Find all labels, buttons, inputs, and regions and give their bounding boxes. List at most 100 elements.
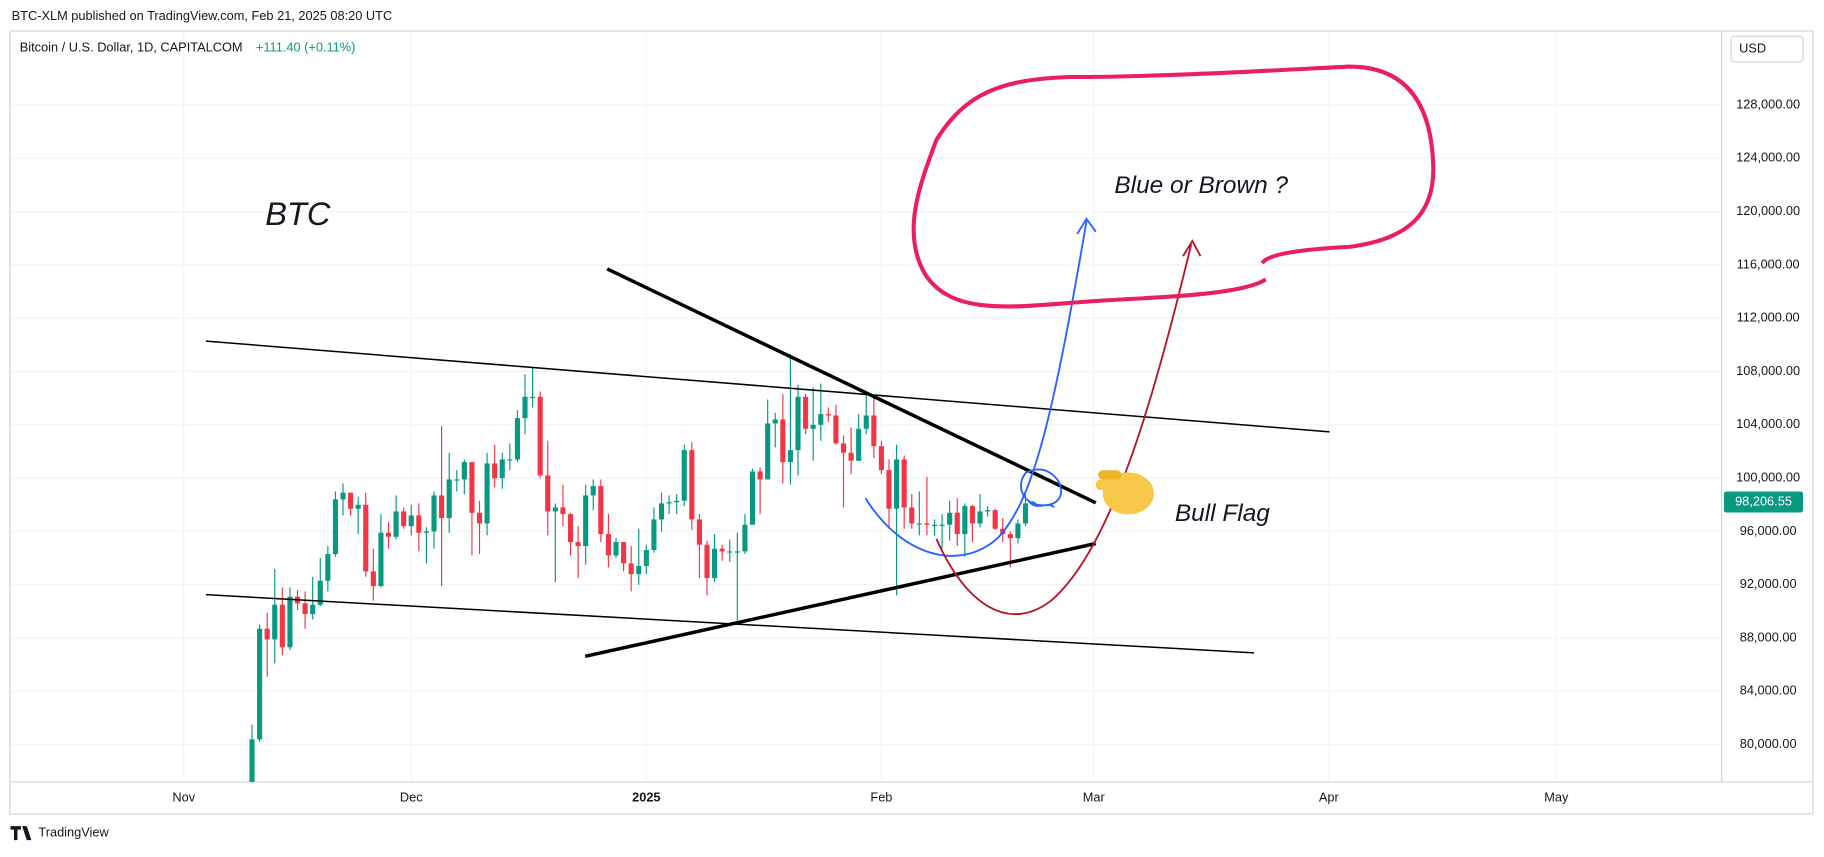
candle-body <box>909 507 915 524</box>
candle-body <box>651 519 657 551</box>
candle-body <box>969 506 975 524</box>
candle-body <box>825 414 831 416</box>
last-price-label: 98,206.55 <box>1735 493 1792 508</box>
candle-body <box>992 510 998 529</box>
candle-body <box>332 499 338 555</box>
candle-body <box>848 452 854 461</box>
candle-body <box>514 418 520 460</box>
published-line: BTC-XLM published on TradingView.com, Fe… <box>12 8 393 23</box>
candle-body <box>939 524 945 526</box>
candle-body <box>863 415 869 429</box>
candle-body <box>787 450 793 463</box>
y-tick-label: 84,000.00 <box>1740 683 1797 698</box>
candle-body <box>772 419 778 424</box>
candle-body <box>886 470 892 509</box>
candle-body <box>431 495 437 532</box>
candle-body <box>363 504 369 572</box>
candle-body <box>780 419 786 463</box>
currency-button[interactable] <box>1730 35 1804 63</box>
candle-body <box>469 462 475 513</box>
candle-body <box>757 471 763 480</box>
candle-body <box>1022 503 1029 524</box>
y-tick-label: 112,000.00 <box>1737 310 1800 325</box>
candle-body <box>643 550 649 567</box>
blue-arrow <box>864 217 1097 557</box>
candle-body <box>552 507 558 512</box>
candle-body <box>871 415 877 447</box>
candle-body <box>317 580 323 605</box>
trend-line <box>606 267 1097 505</box>
candle-body <box>931 524 938 526</box>
candle-body <box>590 486 596 496</box>
candle-body <box>393 511 399 537</box>
candle-body <box>537 396 543 476</box>
candle-body <box>454 479 460 481</box>
tv-logo <box>10 826 32 841</box>
candle-body <box>727 551 733 553</box>
x-tick-label: May <box>1544 790 1569 805</box>
candle-body <box>530 396 536 398</box>
y-tick-label: 92,000.00 <box>1740 576 1797 591</box>
trend-line <box>584 541 1097 659</box>
annotation: Blue or Brown ? <box>1114 172 1288 199</box>
red-arrow <box>935 239 1202 616</box>
candle-body <box>545 475 551 512</box>
x-tick-label: Dec <box>400 790 423 805</box>
currency-label[interactable]: USD <box>1739 40 1766 55</box>
candle-body <box>734 551 740 553</box>
candle-body <box>583 495 589 547</box>
candle-body <box>658 503 665 520</box>
candle-body <box>696 519 702 545</box>
candle-body <box>856 428 862 461</box>
candle-body <box>499 459 505 479</box>
candle-body <box>348 492 354 509</box>
candle-body <box>803 396 809 429</box>
candle-body <box>605 534 611 556</box>
candle-body <box>287 596 293 648</box>
y-tick-label: 108,000.00 <box>1736 363 1800 378</box>
candle-body <box>408 515 414 527</box>
candle-body <box>507 459 513 461</box>
candle-body <box>916 523 922 525</box>
candle-body <box>840 443 847 453</box>
candle-body <box>279 604 285 648</box>
candle-body <box>325 554 331 581</box>
candle-body <box>719 548 725 552</box>
candle-body <box>621 542 627 564</box>
candle-body <box>567 514 574 543</box>
drawings <box>205 64 1436 659</box>
y-tick-label: 120,000.00 <box>1736 203 1800 218</box>
candle-body <box>833 415 839 444</box>
candle-body <box>446 479 452 519</box>
chart-frame <box>9 30 1814 815</box>
candle-body <box>1015 523 1021 539</box>
candle-body <box>575 542 581 547</box>
candle-body <box>560 507 566 515</box>
y-tick-label: 88,000.00 <box>1740 629 1797 644</box>
x-tick-label: Feb <box>870 790 892 805</box>
candle-body <box>340 492 346 500</box>
candle-body <box>977 511 983 524</box>
candle-body <box>1007 534 1013 539</box>
candle-body <box>264 628 270 640</box>
candle-body <box>894 459 900 509</box>
candle-body <box>795 396 801 451</box>
candle-body <box>461 462 467 480</box>
candle-body <box>628 563 634 575</box>
candle-body <box>704 544 710 579</box>
annotation: BTC <box>265 196 331 232</box>
candle-body <box>522 396 528 419</box>
pointing-hand <box>1095 470 1154 515</box>
candle-body <box>878 446 884 471</box>
candle-body <box>272 604 278 640</box>
blue-circle <box>1020 468 1063 509</box>
candle-body <box>416 515 422 533</box>
candle-body <box>492 463 498 479</box>
candle-body <box>249 739 255 782</box>
candle-body <box>689 450 695 520</box>
candle-body <box>962 506 968 535</box>
candle-body <box>924 523 930 525</box>
candle-body <box>681 450 687 501</box>
